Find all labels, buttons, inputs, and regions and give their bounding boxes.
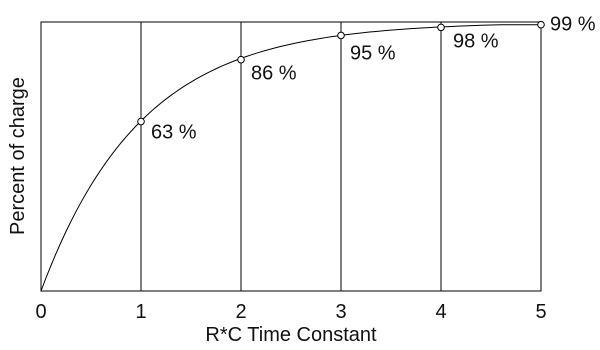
tick-layer: 0 1 2 3 4 5 <box>35 301 546 323</box>
y-axis-label: Percent of charge <box>7 77 29 235</box>
data-point <box>137 117 145 126</box>
data-point <box>237 55 245 64</box>
label-layer: 63 % 86 % 95 % 98 % 99 % <box>151 14 596 144</box>
data-label: 98 % <box>453 30 499 52</box>
data-point <box>337 31 345 40</box>
x-tick-label: 4 <box>435 301 446 323</box>
data-label: 86 % <box>251 63 297 85</box>
data-label: 95 % <box>350 42 396 64</box>
x-tick-label: 0 <box>35 301 46 323</box>
plot-layer <box>40 20 545 292</box>
x-tick-label: 3 <box>335 301 346 323</box>
data-label: 63 % <box>151 122 197 144</box>
x-tick-label: 5 <box>535 301 546 323</box>
x-tick-label: 2 <box>235 301 246 323</box>
plot-frame <box>40 21 542 292</box>
data-point <box>437 23 445 32</box>
data-label: 99 % <box>550 14 596 36</box>
charge-curve <box>40 24 541 292</box>
data-point <box>537 20 545 29</box>
x-axis-label: R*C Time Constant <box>205 324 377 346</box>
x-tick-label: 1 <box>135 301 146 323</box>
